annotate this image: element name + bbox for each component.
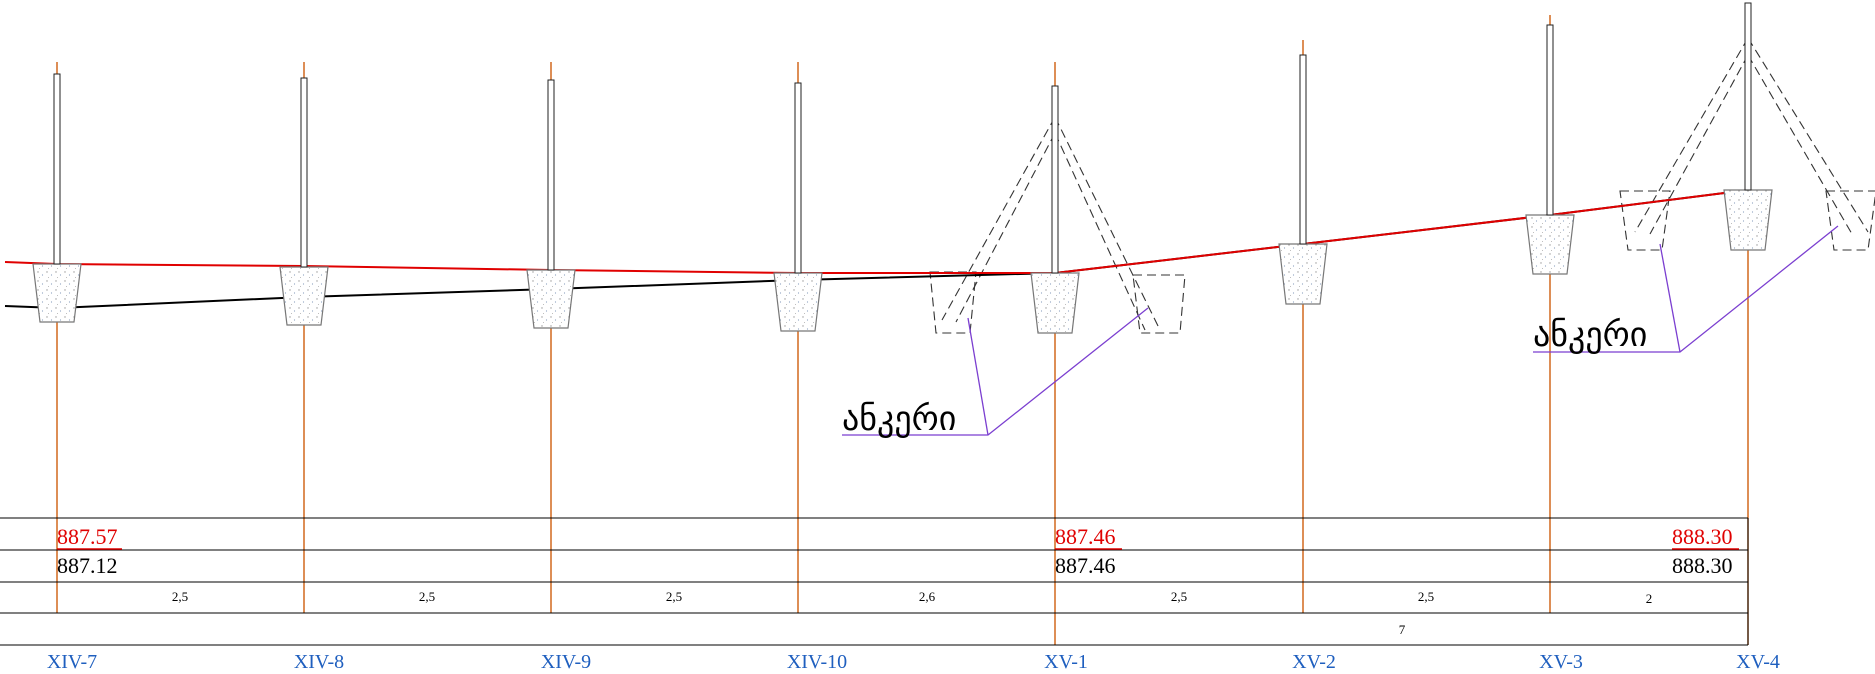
station-labels: XIV-7 XIV-8 XIV-9 XIV-10 XV-1 XV-2 XV-3 … — [47, 651, 1780, 673]
span-label-6: 2,5 — [1418, 589, 1434, 604]
red-mark-xv-4: 888.30 — [1672, 524, 1733, 549]
footing-xv-1 — [1030, 272, 1080, 334]
station-label-xv-4: XV-4 — [1736, 651, 1780, 673]
anchor-brace-left-xv-1 — [941, 116, 1056, 323]
anchor-footing-right-xv-1 — [1132, 274, 1186, 334]
pole-xv-1 — [1051, 85, 1059, 274]
footing-xiv-8 — [279, 266, 329, 326]
pole-xv-3 — [1546, 24, 1554, 216]
red-mark-xiv-7: 887.57 — [57, 524, 118, 549]
anchor-brace-right-xv-1 — [1054, 116, 1161, 331]
anchor-brace-right-xv-4 — [1747, 37, 1869, 235]
footing-xv-3 — [1525, 214, 1575, 275]
footings — [32, 189, 1773, 334]
black-mark-xv-1: 887.46 — [1055, 553, 1116, 578]
footing-xiv-10 — [773, 272, 823, 332]
footing-xv-4 — [1723, 189, 1773, 251]
span-label-1: 2,5 — [172, 589, 188, 604]
station-label-xiv-8: XIV-8 — [294, 651, 344, 673]
anchor-leaders — [842, 225, 1839, 436]
station-label-xv-1: XV-1 — [1044, 651, 1088, 673]
span-labels: 2,5 2,5 2,5 2,6 2,5 2,5 2 7 — [172, 589, 1652, 637]
anchor-footing-left-xv-4 — [1619, 190, 1671, 251]
total-span-label: 7 — [1399, 622, 1406, 637]
span-label-5: 2,5 — [1171, 589, 1187, 604]
ground-line — [4, 189, 1749, 310]
footing-xv-2 — [1278, 243, 1328, 305]
black-mark-xv-4: 888.30 — [1672, 553, 1733, 578]
pole-xv-4 — [1744, 2, 1752, 191]
pole-xiv-8 — [300, 77, 308, 268]
anchor-leader-2-branch — [1659, 243, 1681, 353]
design-line — [4, 189, 1749, 274]
footing-xiv-7 — [32, 263, 82, 323]
span-label-2: 2,5 — [419, 589, 435, 604]
footing-xiv-9 — [526, 269, 576, 329]
anchor-label-2: ანკერი — [1533, 317, 1647, 355]
red-mark-xv-1: 887.46 — [1055, 524, 1116, 549]
station-label-xiv-9: XIV-9 — [541, 651, 591, 673]
poles — [53, 2, 1752, 274]
anchor-label-1: ანკერი — [842, 401, 956, 439]
station-label-xv-3: XV-3 — [1539, 651, 1583, 673]
span-label-4: 2,6 — [919, 589, 936, 604]
pole-xiv-10 — [794, 82, 802, 274]
profile-table — [0, 517, 1749, 646]
span-label-7: 2 — [1646, 591, 1653, 606]
anchor-brace-left-xv-4 — [1634, 37, 1749, 235]
pole-xv-2 — [1299, 54, 1307, 245]
red-marks: 887.57 887.46 888.30 — [57, 524, 1733, 549]
anchor-leader-1-branch — [967, 317, 989, 436]
pole-xiv-9 — [547, 79, 555, 271]
anchor-braces — [929, 37, 1875, 334]
black-marks: 887.12 887.46 888.30 — [57, 553, 1733, 578]
span-label-3: 2,5 — [666, 589, 682, 604]
station-label-xiv-10: XIV-10 — [787, 651, 847, 673]
station-label-xiv-7: XIV-7 — [47, 651, 97, 673]
station-label-xv-2: XV-2 — [1292, 651, 1336, 673]
black-mark-xiv-7: 887.12 — [57, 553, 118, 578]
pole-xiv-7 — [53, 73, 61, 265]
anchor-footing-right-xv-4 — [1825, 190, 1875, 251]
anchor-footing-left-xv-1 — [929, 271, 977, 334]
